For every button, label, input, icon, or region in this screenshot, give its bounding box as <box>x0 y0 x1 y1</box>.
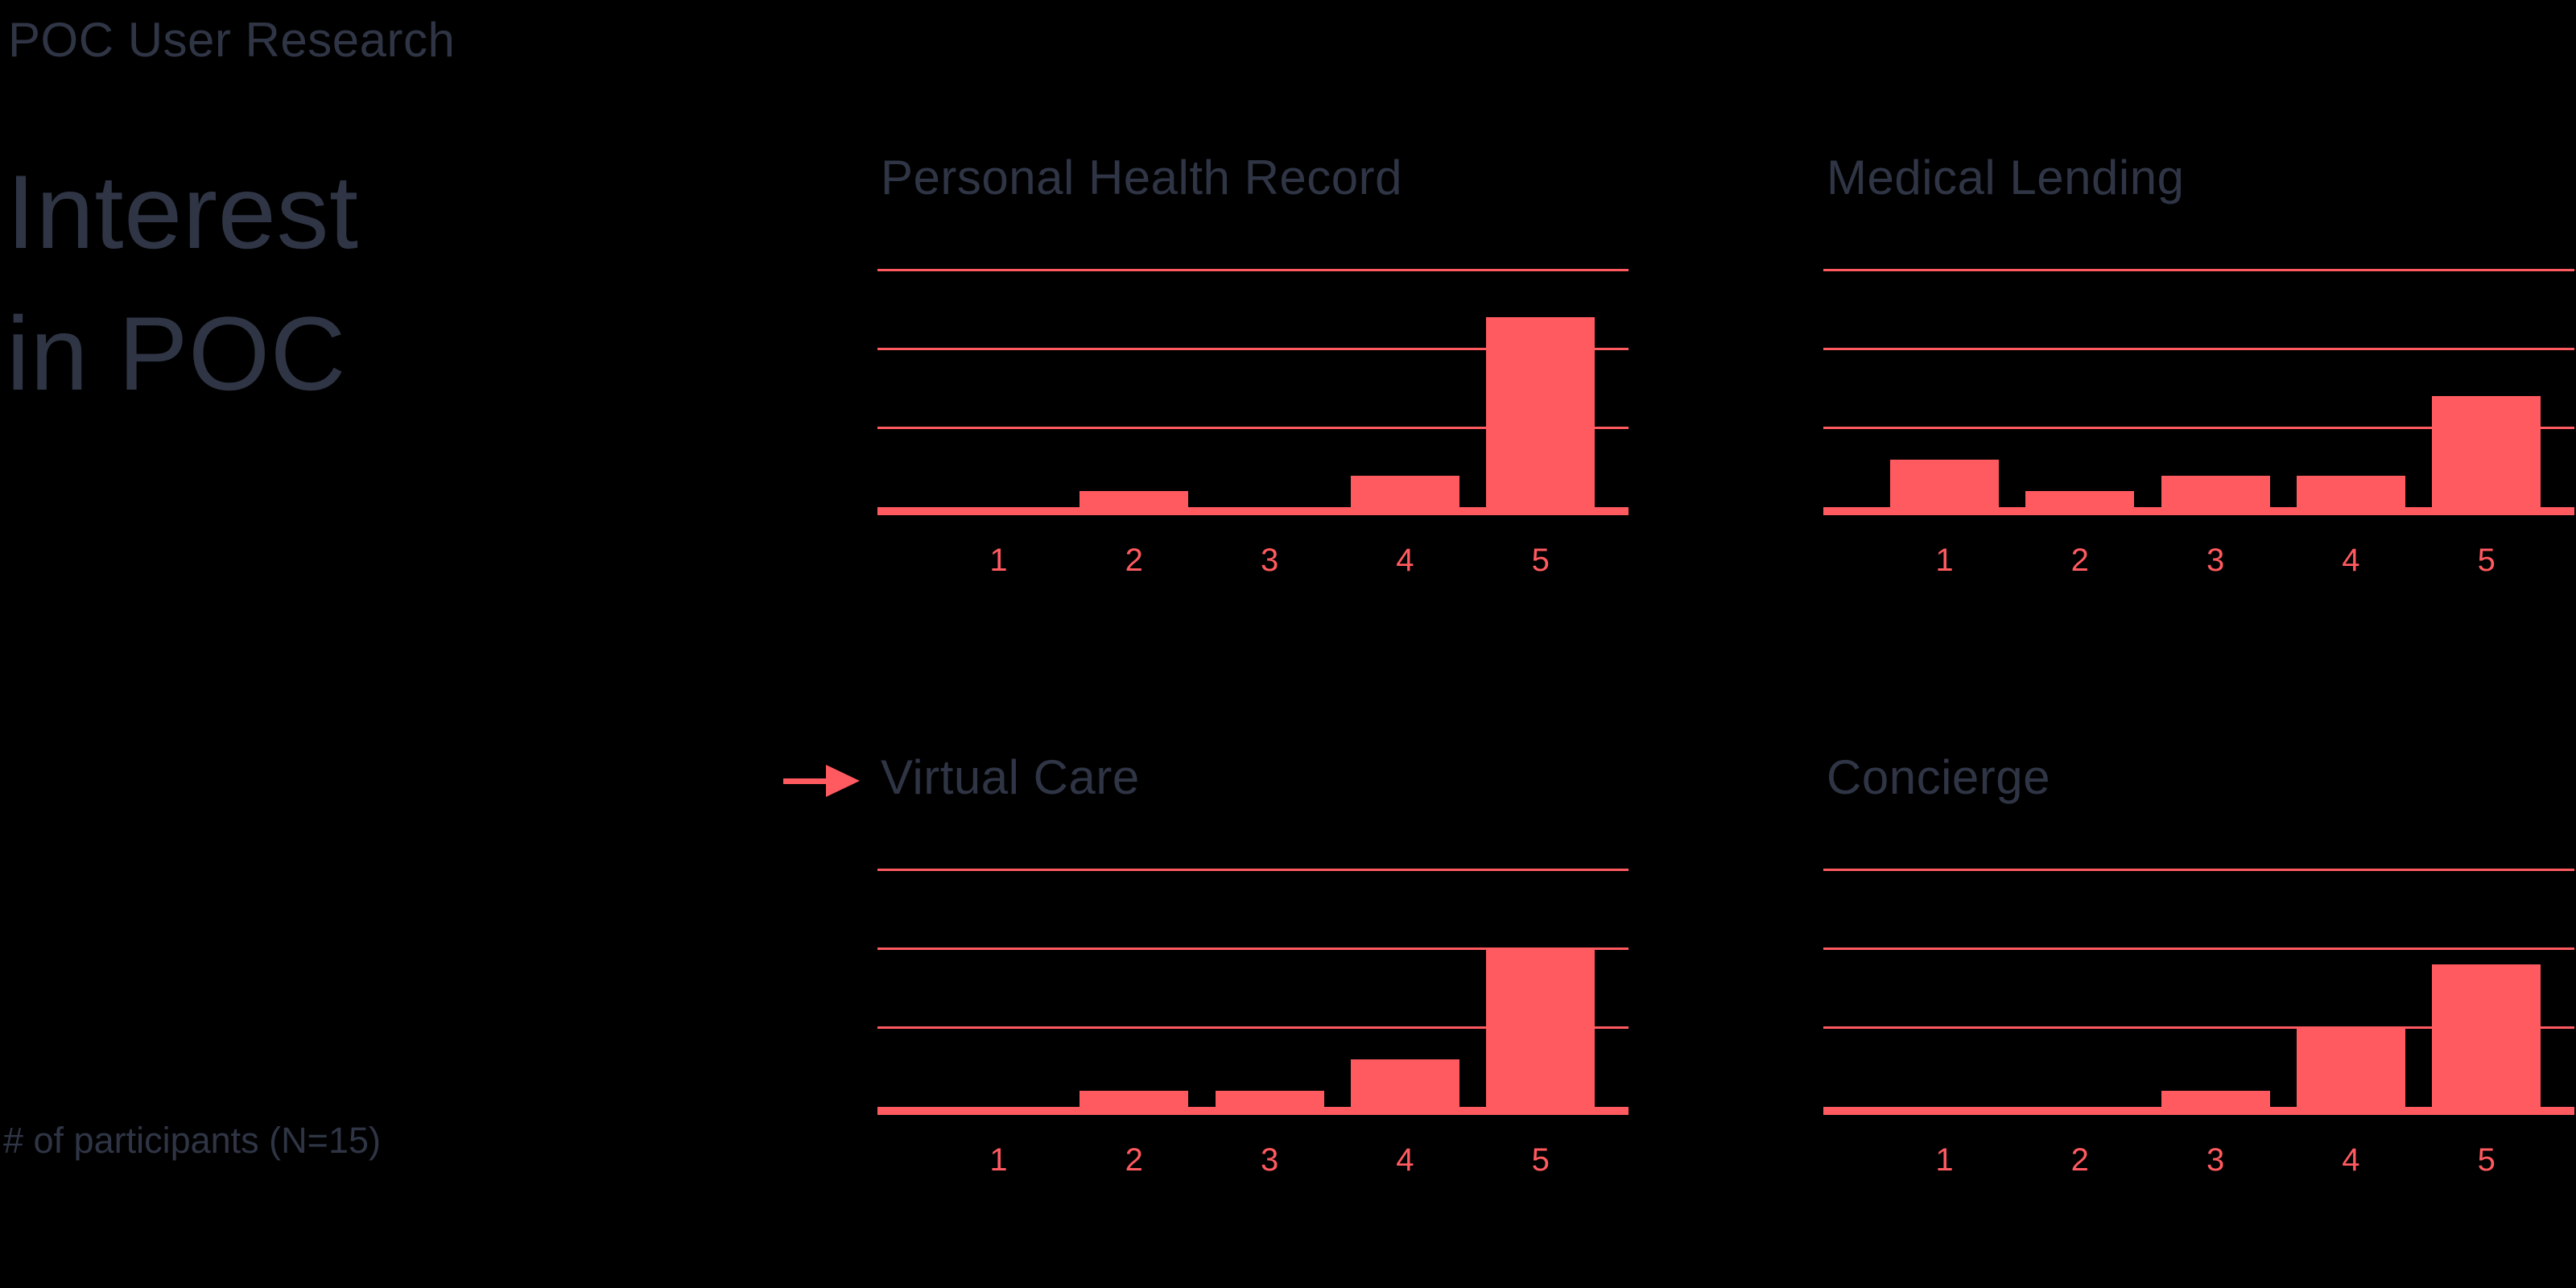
bar-rating-4 <box>1350 1059 1459 1107</box>
x-tick-label: 3 <box>1260 543 1279 578</box>
x-tick-label: 2 <box>2070 1142 2089 1178</box>
gridline-10 <box>1823 347 2574 350</box>
x-axis-line <box>877 1107 1629 1115</box>
bar-rating-5 <box>1486 317 1596 507</box>
x-axis-line <box>877 507 1629 515</box>
bar-rating-5 <box>2432 396 2541 507</box>
chart-personal-health-record: Personal Health Record 1 2 3 4 5 <box>877 149 1629 592</box>
chart-plot-area <box>877 868 1629 1107</box>
chart-concierge: Concierge 1 2 3 4 5 <box>1823 749 2574 1191</box>
participants-footnote: # of participants (N=15) <box>3 1120 381 1161</box>
bar-rating-4 <box>2296 475 2405 507</box>
bar-rating-2 <box>2025 491 2135 507</box>
right-arrow-icon <box>779 763 861 799</box>
x-axis-tick-row: 1 2 3 4 5 <box>877 1142 1629 1181</box>
gridline-15 <box>877 868 1629 871</box>
gridline-15 <box>1823 868 2574 871</box>
x-tick-label: 5 <box>2477 543 2496 578</box>
chart-plot-area <box>1823 268 2574 507</box>
gridline-5 <box>877 427 1629 430</box>
bar-rating-5 <box>1486 948 1596 1107</box>
slide-heading: Interest in POC <box>6 141 359 424</box>
chart-title: Virtual Care <box>881 750 1140 804</box>
bar-rating-4 <box>1350 475 1459 507</box>
slide-heading-line1: Interest <box>6 153 359 270</box>
chart-virtual-care: Virtual Care 1 2 3 4 5 <box>877 749 1629 1191</box>
x-tick-label: 2 <box>1125 1142 1143 1178</box>
x-tick-label: 1 <box>989 543 1008 578</box>
x-tick-label: 5 <box>2477 1142 2496 1178</box>
x-tick-label: 4 <box>1396 1142 1414 1178</box>
bar-rating-2 <box>1080 1091 1189 1107</box>
x-tick-label: 1 <box>1935 1142 1954 1178</box>
gridline-15 <box>877 268 1629 271</box>
x-axis-tick-row: 1 2 3 4 5 <box>1823 1142 2574 1181</box>
x-tick-label: 4 <box>2342 1142 2360 1178</box>
gridline-10 <box>1823 947 2574 950</box>
right-arrow-shaft <box>783 778 832 784</box>
chart-plot-area <box>1823 868 2574 1107</box>
gridline-5 <box>877 1026 1629 1030</box>
bar-rating-5 <box>2432 964 2541 1107</box>
x-tick-label: 4 <box>2342 543 2360 578</box>
x-tick-label: 4 <box>1396 543 1414 578</box>
slide-heading-line2: in POC <box>6 295 347 412</box>
chart-title: Personal Health Record <box>881 151 1403 204</box>
x-axis-line <box>1823 1107 2574 1115</box>
chart-plot-area <box>877 268 1629 507</box>
x-tick-label: 1 <box>989 1142 1008 1178</box>
chart-title: Concierge <box>1827 750 2050 804</box>
bar-rating-3 <box>2161 1091 2270 1107</box>
bar-rating-4 <box>2296 1027 2405 1107</box>
right-arrow-head <box>826 765 860 797</box>
chart-title: Medical Lending <box>1827 151 2185 204</box>
x-tick-label: 5 <box>1531 1142 1550 1178</box>
x-tick-label: 3 <box>1260 1142 1279 1178</box>
gridline-10 <box>877 347 1629 350</box>
slide-eyebrow: POC User Research <box>8 13 456 67</box>
x-tick-label: 5 <box>1531 543 1550 578</box>
gridline-5 <box>1823 1026 2574 1030</box>
x-tick-label: 2 <box>2070 543 2089 578</box>
x-axis-line <box>1823 507 2574 515</box>
gridline-5 <box>1823 427 2574 430</box>
gridline-15 <box>1823 268 2574 271</box>
x-axis-tick-row: 1 2 3 4 5 <box>877 543 1629 581</box>
gridline-10 <box>877 947 1629 950</box>
bar-rating-3 <box>2161 475 2270 507</box>
x-tick-label: 3 <box>2206 1142 2225 1178</box>
x-tick-label: 1 <box>1935 543 1954 578</box>
chart-medical-lending: Medical Lending 1 2 3 4 5 <box>1823 149 2574 592</box>
bar-rating-1 <box>1890 460 1999 507</box>
x-tick-label: 3 <box>2206 543 2225 578</box>
bar-rating-3 <box>1215 1091 1324 1107</box>
x-axis-tick-row: 1 2 3 4 5 <box>1823 543 2574 581</box>
x-tick-label: 2 <box>1125 543 1143 578</box>
bar-rating-2 <box>1080 491 1189 507</box>
